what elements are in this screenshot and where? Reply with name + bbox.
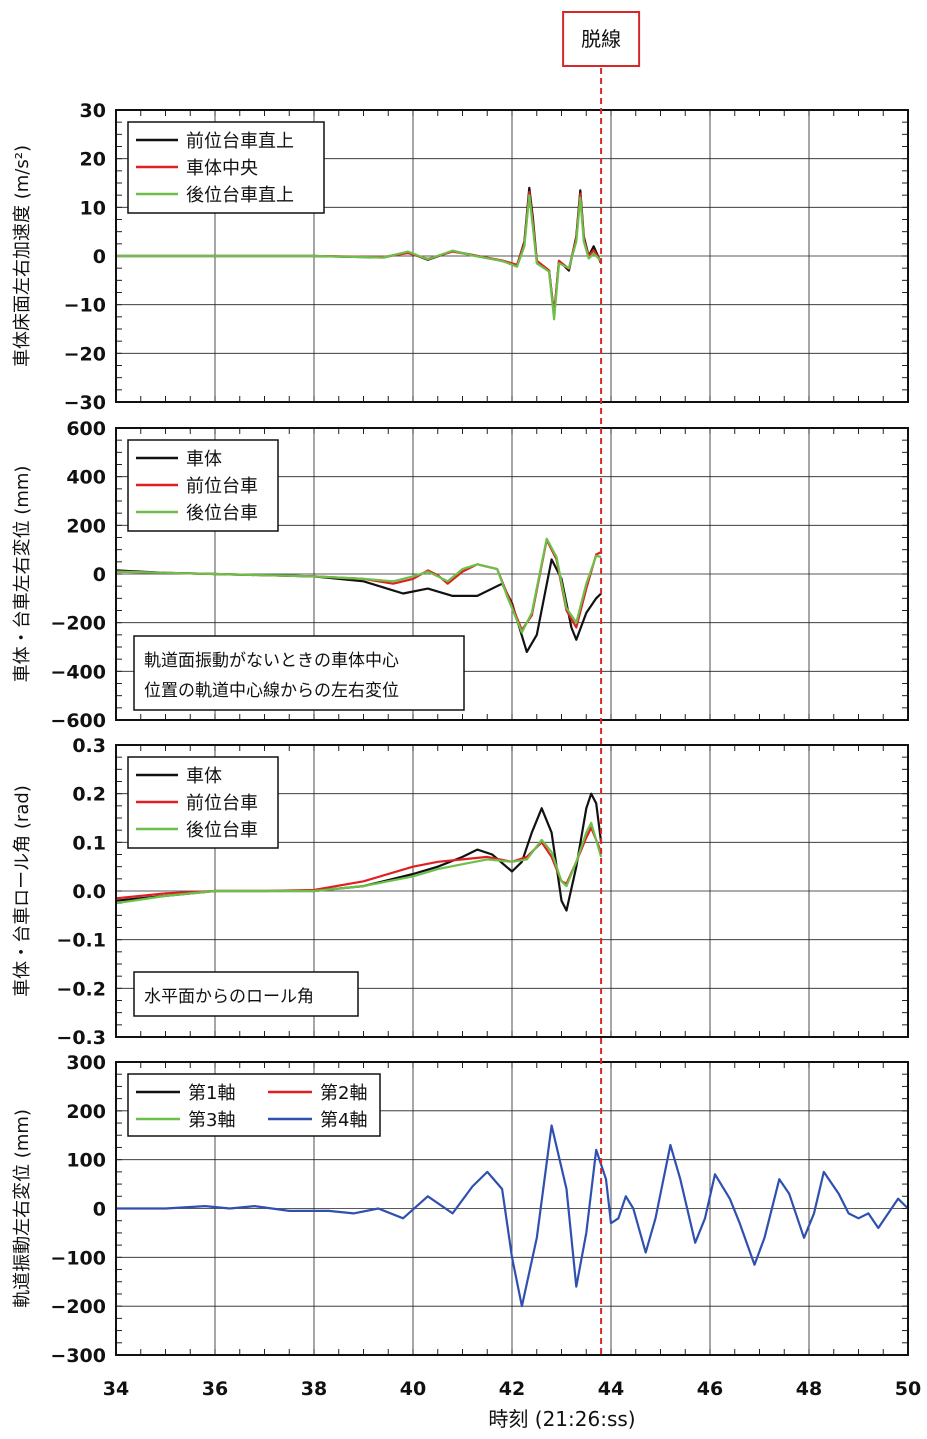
x-tick-label: 38 <box>301 1378 327 1400</box>
y-tick-label: −100 <box>50 1247 106 1269</box>
y-tick-label: 100 <box>66 1150 106 1172</box>
legend-label: 第3軸 <box>188 1110 235 1131</box>
y-tick-label: 30 <box>80 100 106 122</box>
y-tick-label: 200 <box>66 1101 106 1123</box>
series-line <box>116 537 602 634</box>
y-tick-label: 0 <box>93 1199 106 1221</box>
series-group <box>116 1124 908 1308</box>
y-tick-label: 0 <box>93 246 106 268</box>
x-tick-label: 42 <box>499 1378 525 1400</box>
series-line <box>116 194 602 321</box>
series-line <box>116 821 603 905</box>
y-tick-label: −300 <box>50 1345 106 1367</box>
y-tick-label: −0.3 <box>56 1027 106 1049</box>
legend-label: 車体 <box>186 449 222 470</box>
y-tick-label: −400 <box>50 661 106 683</box>
y-tick-label: 0.3 <box>72 735 106 757</box>
y-tick-label: 400 <box>66 467 106 489</box>
legend-label: 前位台車直上 <box>186 131 294 152</box>
plot-frame <box>115 744 909 1038</box>
plot-frame <box>115 427 909 721</box>
panel-3: 0.3 0.2 0.1 0.0 −0.1 −0.2 −0.3 車体・台車ロール角 (rad) 車… <box>12 735 909 1049</box>
y-tick-label: −0.1 <box>56 930 106 952</box>
legend-label: 車体 <box>186 766 222 787</box>
panel-2: 600 400 200 0 −200 −400 −600 車体・台車左右変位 (mm) 車体前位… <box>12 418 909 732</box>
note-line: 水平面からのロール角 <box>144 987 314 1007</box>
y-tick-label: −20 <box>64 343 106 365</box>
legend-label: 前位台車 <box>186 793 258 814</box>
x-tick-label: 40 <box>400 1378 426 1400</box>
series-group <box>116 537 602 653</box>
y-tick-label: 300 <box>66 1052 106 1074</box>
y-tick-label: 600 <box>66 418 106 440</box>
panel-4: 300 200 100 0 −100 −200 −300 軌道振動左右変位 (mm) 第1軸 第2… <box>12 1052 909 1367</box>
y-tick-label: 20 <box>80 149 106 171</box>
y-axis-label: 車体・台車左右変位 (mm) <box>12 466 33 683</box>
y-tick-label: −200 <box>50 613 106 635</box>
y-axis-label: 軌道振動左右変位 (mm) <box>12 1109 33 1308</box>
y-axis-label: 車体床面左右加速度 (m/s²) <box>12 145 33 367</box>
x-axis-label: 時刻 (21:26:ss) <box>488 1407 635 1431</box>
series-line <box>116 1124 908 1308</box>
legend-label: 前位台車 <box>186 476 258 497</box>
y-tick-label: 0.1 <box>72 832 106 854</box>
plot-frame <box>115 109 909 403</box>
y-tick-label: 0.0 <box>72 881 106 903</box>
y-tick-label: −10 <box>64 295 106 317</box>
y-axis-label: 車体・台車ロール角 (rad) <box>12 785 33 997</box>
legend-label: 後位台車 <box>186 503 258 524</box>
series-group <box>116 792 603 912</box>
y-tick-label: 0 <box>93 564 106 586</box>
note-box <box>133 971 359 1017</box>
x-tick-label: 48 <box>796 1378 822 1400</box>
x-tick-label: 36 <box>202 1378 228 1400</box>
legend-label: 車体中央 <box>186 158 258 179</box>
annotation-note: 水平面からのロール角 <box>133 971 359 1017</box>
y-tick-label: 200 <box>66 515 106 537</box>
x-tick-label: 44 <box>598 1378 624 1400</box>
series-line <box>116 538 602 632</box>
note-box <box>133 635 465 711</box>
legend-label: 第4軸 <box>320 1110 367 1131</box>
y-tick-label: 10 <box>80 197 106 219</box>
x-tick-label: 46 <box>697 1378 723 1400</box>
note-line: 軌道面振動がないときの車体中心 <box>144 651 399 671</box>
plot-frame <box>115 1061 909 1356</box>
y-tick-label: −30 <box>64 392 106 414</box>
legend-label: 後位台車 <box>186 820 258 841</box>
x-tick-label: 50 <box>895 1378 921 1400</box>
legend-box <box>127 1073 381 1137</box>
panel-1: 30 20 10 0 −10 −20 −30 車体床面左右加速度 (m/s²) 前位台車直上車体… <box>12 100 909 414</box>
x-tick-label: 34 <box>103 1378 129 1400</box>
y-tick-label: 0.2 <box>72 784 106 806</box>
legend-label: 第2軸 <box>320 1083 367 1104</box>
y-tick-label: −200 <box>50 1296 106 1318</box>
derailment-label-box <box>562 11 641 67</box>
y-tick-label: −600 <box>50 710 106 732</box>
y-tick-label: −0.2 <box>56 978 106 1000</box>
derailment-label: 脱線 <box>581 27 621 51</box>
legend-label: 後位台車直上 <box>186 185 294 206</box>
series-group <box>116 186 603 321</box>
legend-label: 第1軸 <box>188 1083 235 1104</box>
note-line: 位置の軌道中心線からの左右変位 <box>144 681 399 701</box>
